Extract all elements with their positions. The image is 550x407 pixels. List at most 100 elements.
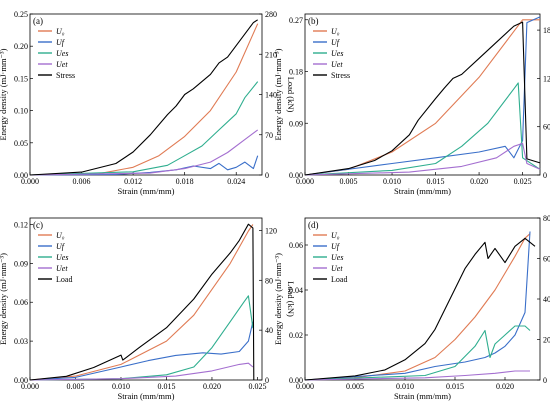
x-tick-label: 0.018 [176,177,194,186]
y-right-tick-label: 80 [543,214,550,223]
y-tick-label: 0.10 [14,107,28,116]
y-right-tick-label: 40 [543,295,550,304]
y-right-tick-label: 0 [543,376,547,385]
x-tick-label: 0.005 [346,382,364,391]
x-tick-label: 0.010 [383,177,401,186]
plot-frame [304,13,541,176]
y-tick-label: 0.12 [14,220,28,229]
legend-label: Ues [331,253,343,262]
y-right-tick-label: 0 [265,376,269,385]
y-right-tick-label: 70 [265,131,273,140]
x-tick-label: 0.000 [21,177,39,186]
legend-label: Uet [56,264,68,273]
legend-label: Uet [331,60,343,69]
series-line-2 [29,295,254,381]
x-tick-label: 0.020 [496,382,514,391]
y-tick-label: 0.00 [14,376,28,385]
y-right-tick-label: 140 [265,91,277,100]
series-line-4 [29,223,255,381]
y-right-axis-label: Load (kN) [286,77,296,113]
legend-label: U₀ [56,231,65,240]
x-tick-label: 0.020 [203,382,221,391]
y-right-tick-label: 120 [265,226,277,235]
y-tick-label: 0.06 [289,241,303,250]
legend-label: Uet [56,60,68,69]
y-right-tick-label: 180 [543,26,550,35]
x-tick-label: 0.000 [21,382,39,391]
x-tick-label: 0.010 [112,382,130,391]
y-right-tick-label: 80 [265,276,273,285]
y-tick-label: 0.09 [289,119,303,128]
plot-frame [29,217,263,381]
y-axis-label: Energy density (mJ·mm⁻³) [0,253,8,345]
legend-label: Uet [331,264,343,273]
y-right-tick-label: 280 [265,10,277,19]
y-axis-label: Energy density (mJ·mm⁻³) [273,253,283,345]
x-tick-label: 0.005 [66,382,84,391]
y-tick-label: 0.00 [289,376,303,385]
legend-label: U₀ [331,27,340,36]
y-tick-label: 0.27 [289,16,303,25]
panel-b: 0.000 0.005 0.010 0.015 0.020 0.025 0.00 0.09 0.… [273,13,550,196]
x-tick-label: 0.025 [514,177,532,186]
y-tick-label: 0.03 [14,337,28,346]
series-line-0 [304,233,531,381]
y-tick-label: 0.09 [14,259,28,268]
series-line-3 [29,129,259,176]
y-tick-label: 0.04 [289,286,303,295]
x-tick-label: 0.015 [157,382,175,391]
series-line-4 [304,237,536,381]
y-axis-label: Energy density (mJ·mm⁻³) [0,48,8,140]
series-line-1 [304,16,541,176]
x-axis-label: Strain (mm/mm) [394,186,451,196]
y-tick-label: 0.18 [289,68,303,77]
x-axis-label: Strain (mm/mm) [118,391,175,401]
y-tick-label: 0.25 [14,10,28,19]
x-tick-label: 0.015 [427,177,445,186]
y-tick-label: 0.00 [289,171,303,180]
series-line-4 [304,21,541,176]
x-tick-label: 0.025 [248,382,266,391]
x-axis-label: Strain (mm/mm) [394,391,451,401]
series-line-2 [304,325,531,381]
y-right-tick-label: 40 [265,326,273,335]
legend-label: Ues [331,49,343,58]
series-line-3 [304,370,530,381]
y-right-axis-label: Load (kN) [286,281,296,317]
series-line-2 [304,82,541,176]
legend-label: U₀ [331,231,340,240]
legend-label: Uf [331,242,341,251]
legend-label: Ues [56,49,68,58]
legend-label: Uf [331,38,341,47]
series-line-2 [29,81,259,176]
y-tick-label: 0.15 [14,74,28,83]
series-line-0 [29,224,254,381]
y-right-tick-label: 0 [265,171,269,180]
panel-a: 0.000 0.006 0.012 0.018 0.024 0.00 0.05 0.10 0.1… [0,10,296,196]
x-tick-label: 0.012 [124,177,142,186]
y-right-tick-label: 0 [543,171,547,180]
series-line-0 [29,23,259,176]
x-axis-label: Strain (mm/mm) [118,186,175,196]
series-line-1 [29,321,254,381]
panel-label: (c) [33,220,43,230]
y-right-tick-label: 210 [265,50,277,59]
panel-label: (b) [308,16,319,26]
series-line-3 [29,362,254,381]
panel-label: (d) [308,220,319,230]
legend-label: Stress [331,71,350,80]
x-tick-label: 0.024 [227,177,245,186]
x-tick-label: 0.000 [296,382,314,391]
legend-label: Uf [56,38,66,47]
x-tick-label: 0.005 [340,177,358,186]
y-axis-label: Energy density (mJ·mm⁻³) [273,48,283,140]
y-tick-label: 0.02 [289,331,303,340]
panel-c: 0.000 0.005 0.010 0.015 0.020 0.025 0.00 0.03 0.… [0,217,296,401]
y-right-tick-label: 120 [543,74,550,83]
x-tick-label: 0.006 [73,177,91,186]
legend-label: Uf [56,242,66,251]
panel-label: (a) [33,16,43,26]
y-tick-label: 0.05 [14,139,28,148]
legend-label: Load [331,275,347,284]
